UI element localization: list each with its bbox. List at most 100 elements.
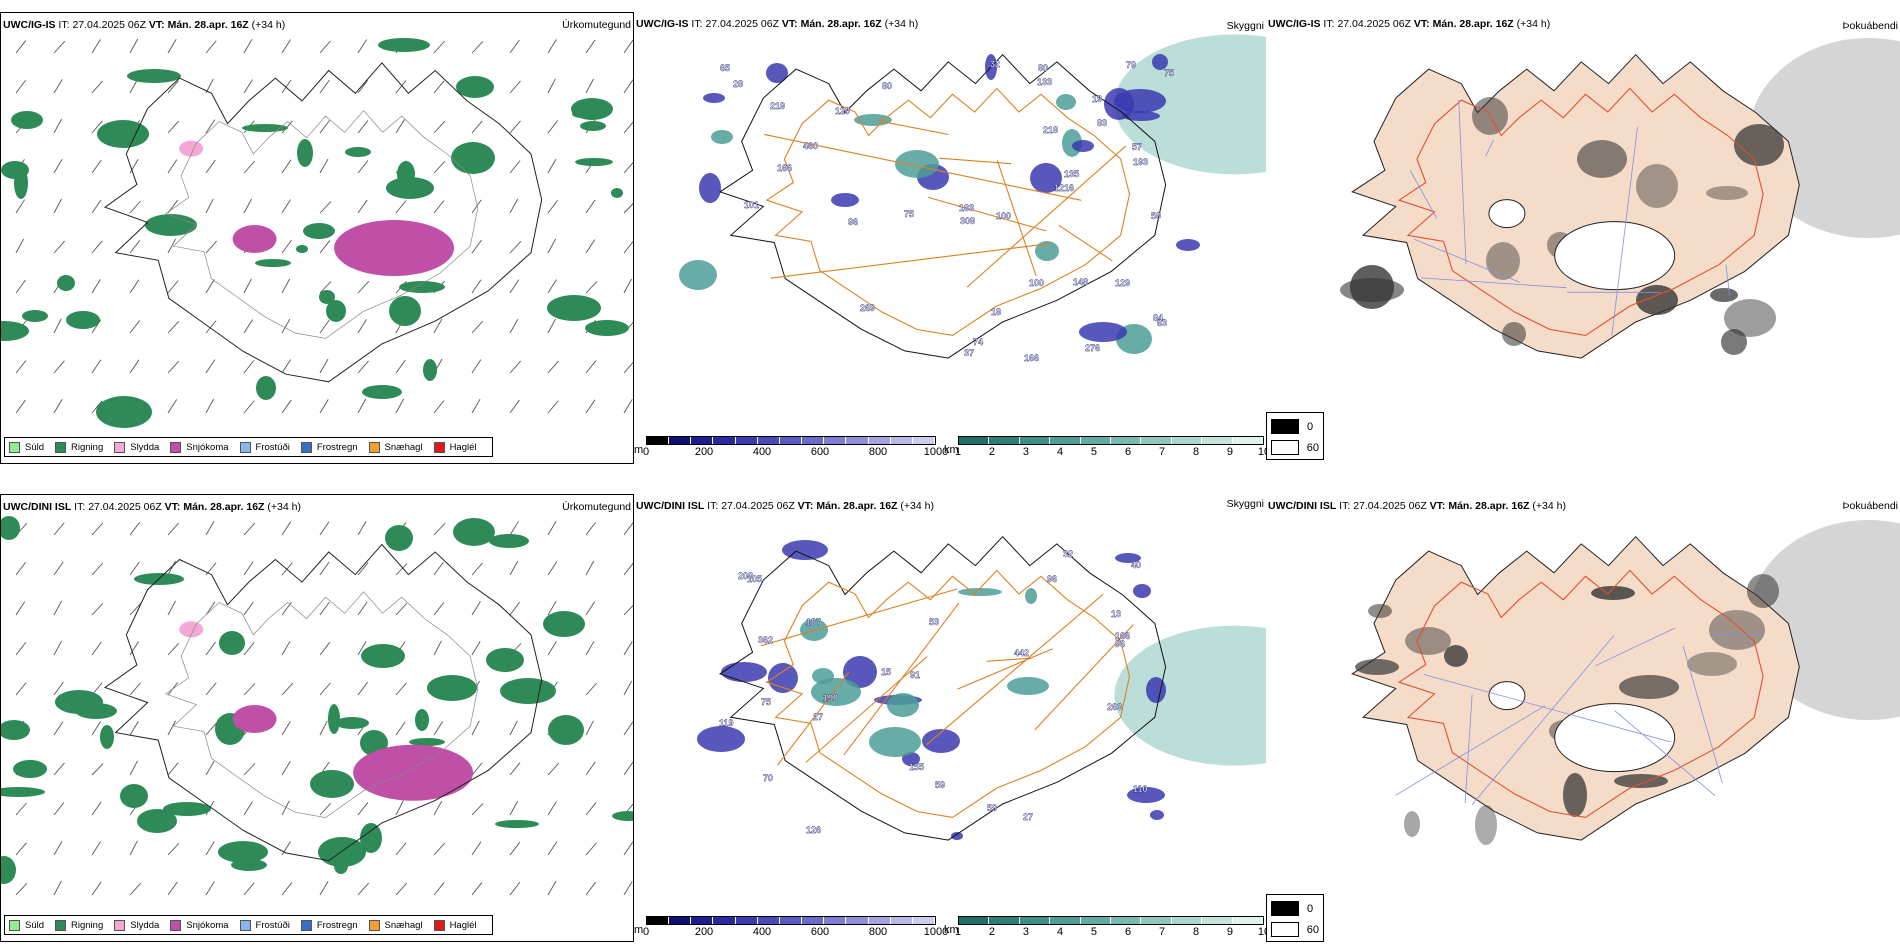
wind-barb	[281, 682, 294, 696]
glacier	[1488, 681, 1526, 711]
wind-barb	[15, 682, 27, 696]
wind-barb	[585, 802, 597, 816]
wind-barb	[547, 238, 557, 254]
visibility-colorbar: 1 2 3 4 5 6 7 8 9 10 km	[944, 916, 1270, 940]
fog-map[interactable]	[1266, 12, 1900, 432]
wind-barb	[509, 560, 519, 576]
rain-area	[328, 704, 340, 734]
wind-barb	[585, 281, 598, 294]
fog-map[interactable]	[1266, 494, 1900, 914]
wind-barb	[53, 600, 62, 616]
colorbar-cell	[713, 437, 736, 444]
wind-barb	[319, 399, 329, 414]
river	[1413, 238, 1520, 283]
wind-barb	[585, 640, 595, 656]
river	[1395, 705, 1546, 796]
wind-barb	[129, 320, 141, 334]
legend-swatch	[114, 919, 126, 931]
ring-road	[1397, 569, 1764, 818]
colorbar-tick: 7	[1158, 446, 1166, 458]
wind-barb	[395, 398, 404, 414]
ceiling-area	[811, 678, 861, 706]
ceiling-value-labels: 96 27 53 166 27 70 187 105 126 362 263 208 110 190 119…	[719, 549, 1148, 835]
wind-barb	[15, 79, 26, 94]
rain-area	[120, 784, 148, 808]
fog-index-area	[1614, 774, 1668, 788]
fog-legend: 0 60	[1266, 412, 1324, 460]
rain-area	[423, 359, 437, 381]
rain-area	[547, 295, 601, 321]
ceiling-value-label: 65	[720, 63, 730, 73]
river	[1423, 674, 1672, 743]
ceiling-area	[711, 130, 733, 144]
colorbar-cell	[757, 917, 780, 924]
ceiling-area	[766, 63, 788, 83]
visibility-map[interactable]: 83 65 57 75 37 219 308 32 218 79 183 84 269 100 166 460…	[634, 12, 1266, 432]
wind-barb	[433, 561, 444, 576]
wind-barb	[205, 841, 215, 856]
wind-barb	[205, 119, 216, 134]
wind-barb	[547, 78, 556, 94]
rain-area	[310, 770, 354, 798]
wind-barb	[15, 561, 26, 576]
ceiling-value-label: 119	[719, 718, 734, 728]
road	[928, 196, 1047, 232]
low-ceiling-areas	[679, 54, 1200, 354]
rain-area	[386, 177, 434, 199]
colorbar-tick: 1000	[923, 926, 949, 938]
colorbar-tick: 5	[1090, 926, 1098, 938]
fog-legend-white	[1271, 440, 1299, 455]
fog-index-area	[1475, 805, 1497, 845]
low-visibility-area	[1114, 625, 1266, 766]
wind-barb	[205, 240, 217, 254]
colorbar-tick: 600	[810, 446, 830, 458]
ceiling-value-label: 75	[1164, 68, 1174, 78]
wind-barb	[91, 80, 103, 94]
road	[760, 588, 958, 647]
wind-barb	[53, 360, 65, 374]
wind-barb	[395, 602, 408, 616]
wind-barb	[357, 160, 369, 174]
wind-barb	[53, 721, 64, 736]
rain-area	[319, 290, 335, 304]
wind-barb	[433, 800, 443, 816]
snow-area	[353, 744, 474, 801]
ceiling-value-label: 308	[960, 216, 975, 226]
wind-barb	[129, 240, 141, 254]
visibility-colorbar: 1 2 3 4 5 6 7 8 9 10 km	[944, 436, 1270, 460]
road	[939, 157, 1012, 165]
wind-barb	[471, 601, 481, 616]
wind-barb	[129, 682, 141, 696]
wind-barb	[205, 601, 216, 616]
glacier	[1488, 199, 1526, 229]
wind-barb	[433, 721, 443, 736]
wind-barb	[205, 881, 215, 896]
road	[878, 120, 949, 136]
sleet-area	[179, 621, 204, 638]
wind-barb	[15, 882, 28, 896]
wind-barb	[91, 603, 104, 616]
visibility-map[interactable]: 96 27 53 166 27 70 187 105 126 362 263 208 110 190 119…	[634, 494, 1266, 914]
wind-barb	[623, 841, 633, 856]
wind-barb	[281, 199, 291, 214]
wind-barb	[91, 841, 101, 856]
fog-index-area	[1355, 659, 1399, 675]
road	[996, 160, 1037, 277]
ceiling-value-label: 18	[991, 307, 1001, 317]
wind-barb	[585, 720, 594, 736]
legend-swatch	[55, 441, 67, 453]
precip-map[interactable]	[1, 13, 634, 464]
ceiling-area	[1079, 322, 1127, 342]
road-network	[764, 87, 1131, 336]
ceiling-value-label: 135	[1064, 169, 1079, 179]
rain-area	[1, 856, 16, 884]
river	[1458, 99, 1467, 265]
ceiling-value-label: 84	[1153, 313, 1163, 323]
river-network	[1395, 627, 1764, 806]
precip-map[interactable]	[1, 495, 634, 942]
wind-barb	[623, 39, 633, 54]
wind-barb	[205, 520, 215, 536]
wind-barb	[205, 359, 216, 374]
ceiling-area	[831, 193, 859, 207]
wind-barb	[91, 641, 102, 656]
